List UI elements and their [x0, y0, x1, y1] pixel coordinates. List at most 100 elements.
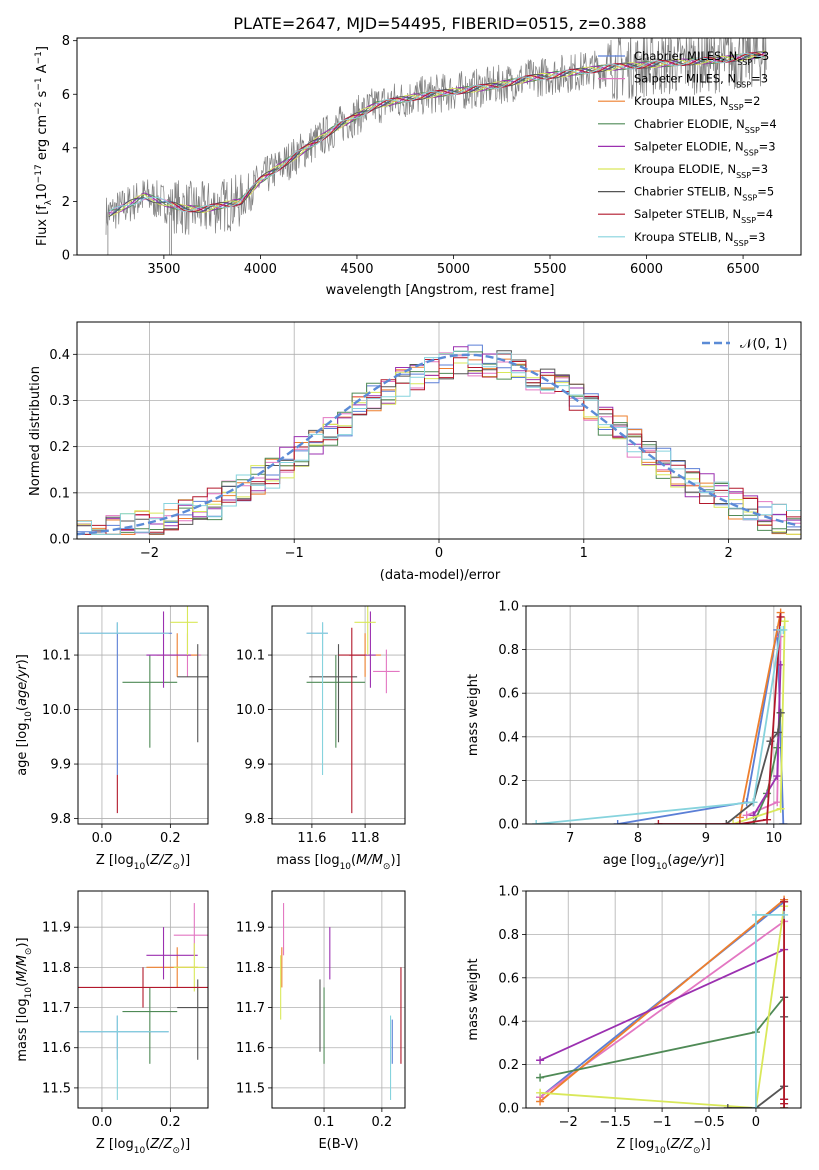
- x-tick-label: 9: [702, 831, 710, 846]
- x-tick-label: 0.0: [92, 831, 113, 846]
- y-axis-label-part: ⊙: [24, 948, 34, 956]
- y-axis-label-part: (: [15, 982, 30, 987]
- x-axis-label-part: )]: [701, 1137, 711, 1152]
- x-axis-label-part: Z [log: [96, 1137, 134, 1152]
- legend-label-part: =3: [759, 139, 776, 153]
- legend-label-part: SSP: [737, 58, 752, 67]
- x-axis-label-part: 10: [656, 862, 668, 872]
- weight-marker: [780, 910, 789, 919]
- weight-marker: [780, 617, 789, 626]
- y-tick-label: 2: [62, 195, 70, 210]
- x-axis-label-part: (: [667, 853, 672, 868]
- y-tick-label: 10.1: [42, 649, 71, 664]
- x-axis-label-part: Z/Z: [149, 1137, 173, 1152]
- weight-marker: [780, 897, 789, 906]
- x-axis-label-part: )]: [180, 1137, 190, 1152]
- model-spectrum-kroupa-elodie: [108, 50, 766, 217]
- y-tick-label: 0.0: [498, 818, 519, 833]
- y-tick-label: 0.8: [498, 643, 519, 658]
- plot-area: [77, 344, 801, 536]
- x-axis-label: age [log10(age/yr)]: [603, 853, 725, 872]
- x-tick-label: 0: [435, 546, 443, 561]
- y-tick-label: 9.8: [244, 812, 265, 827]
- y-axis-label-part: mass [log: [15, 998, 30, 1061]
- x-axis-label-part: mass [log: [276, 853, 339, 868]
- y-tick-label: 6: [62, 88, 70, 103]
- x-axis-label: Z [log10(Z/Z⊙)]: [616, 1137, 710, 1156]
- y-axis-label-part: −1: [34, 51, 44, 64]
- axes-frame: [77, 890, 209, 1109]
- y-tick-label: 9.9: [50, 758, 71, 773]
- y-tick-label: 0.1: [49, 486, 70, 501]
- panel-mass-vs-Z: 0.0 0.211.511.611.711.811.9Z [log10(Z/Z⊙)…: [15, 890, 209, 1156]
- legend-label-part: SSP: [734, 238, 749, 247]
- gaussian-curve: [77, 353, 799, 536]
- weight-marker: [536, 1097, 545, 1106]
- x-tick-label: 6000: [630, 262, 663, 277]
- legend-label-part: SSP: [745, 125, 760, 134]
- x-tick-label: 0.2: [160, 831, 181, 846]
- legend-label-part: SSP: [729, 103, 744, 112]
- x-tick-label: 0: [752, 1115, 760, 1130]
- legend-label: Salpeter ELODIE, NSSP=3: [634, 139, 776, 157]
- y-tick-label: 0.8: [498, 928, 519, 943]
- x-axis-label-part: Z [log: [616, 1137, 654, 1152]
- y-tick-label: 1.0: [498, 885, 519, 900]
- weight-marker: [773, 728, 782, 737]
- y-axis-label-part: )]: [15, 654, 30, 664]
- y-axis-label-part: (: [15, 706, 30, 711]
- x-axis-label-part: (: [145, 853, 150, 868]
- legend-label-part: =2: [744, 94, 761, 108]
- axes-frame: [525, 605, 802, 825]
- y-tick-label: 0.2: [498, 774, 519, 789]
- weight-marker: [776, 804, 785, 813]
- x-tick-label: 8: [634, 831, 642, 846]
- x-axis-label: Z [log10(Z/Z⊙)]: [96, 853, 190, 872]
- x-axis-label-part: (: [666, 1137, 671, 1152]
- axes-frame: [76, 321, 802, 540]
- legend-label: Kroupa STELIB, NSSP=3: [634, 230, 765, 248]
- weight-marker: [723, 1104, 732, 1108]
- model-spectrum-chabrier-elodie: [108, 54, 766, 211]
- x-axis-label: wavelength [Angstrom, rest frame]: [326, 283, 555, 298]
- weight-marker: [776, 612, 785, 621]
- x-tick-label: 0.2: [372, 1115, 393, 1130]
- weight-marker: [779, 820, 788, 824]
- legend-label-part: SSP: [744, 148, 759, 157]
- weight-marker: [776, 708, 785, 717]
- weight-marker: [536, 1088, 545, 1097]
- legend-label-part: =4: [756, 207, 773, 221]
- y-axis-label-part: A: [35, 64, 50, 77]
- figure-title: PLATE=2647, MJD=54495, FIBERID=0515, z=0…: [233, 14, 646, 33]
- y-tick-label: 10.0: [42, 703, 71, 718]
- y-axis-label-part: )]: [15, 937, 30, 947]
- y-tick-label: 10.0: [236, 703, 265, 718]
- y-axis-label-part: −1: [34, 77, 44, 90]
- y-tick-label: 4: [62, 141, 70, 156]
- x-axis-label-part: )]: [714, 853, 724, 868]
- weight-marker: [536, 1073, 545, 1082]
- x-axis-label: E(B-V): [318, 1137, 358, 1152]
- weight-marker: [722, 820, 731, 824]
- legend-label-part: Chabrier ELODIE, N: [634, 117, 745, 131]
- legend-label-part: Kroupa ELODIE, N: [634, 162, 736, 176]
- x-axis-label-part: age/yr: [672, 853, 715, 868]
- weight-marker: [780, 1095, 789, 1104]
- y-axis-label: mass [log10(M/M⊙)]: [15, 937, 34, 1061]
- legend-label-part: =3: [751, 162, 768, 176]
- weight-marker: [654, 820, 663, 824]
- y-tick-label: 9.9: [244, 758, 265, 773]
- x-axis-label: mass [log10(M/M⊙)]: [276, 853, 400, 872]
- x-tick-label: −1: [653, 1115, 672, 1130]
- legend-label-part: =3: [752, 49, 769, 63]
- weight-marker: [729, 820, 738, 824]
- y-tick-label: 0.3: [49, 394, 70, 409]
- panel-mass-vs-EBV: 0.1 0.2 11.5 11.6 11.7 11.8 11.9 E(B-V): [236, 890, 406, 1152]
- legend-label-part: =5: [757, 185, 774, 199]
- weight-marker: [751, 1104, 760, 1108]
- y-axis-label: Flux [fλ10−17 erg cm−2 s−1 A−1]: [34, 46, 54, 246]
- y-tick-label: 0.0: [49, 533, 70, 548]
- y-tick-label: 0.4: [498, 1015, 519, 1030]
